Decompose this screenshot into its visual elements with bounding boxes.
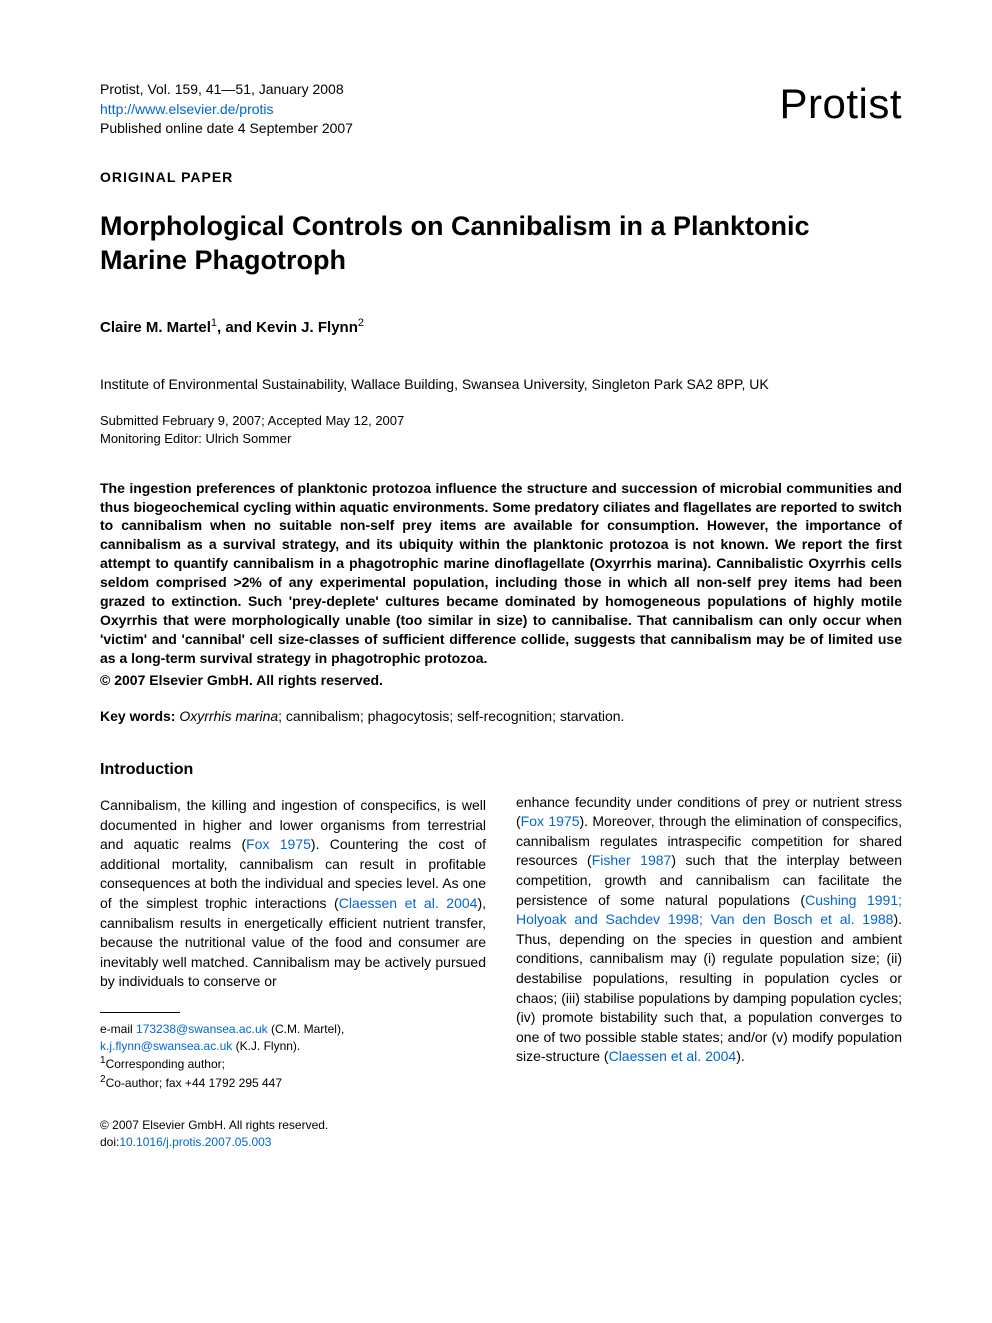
keywords: Key words: Oxyrrhis marina; cannibalism;… <box>100 708 902 724</box>
paper-title: Morphological Controls on Cannibalism in… <box>100 210 902 278</box>
footnote-rule <box>100 1012 180 1013</box>
bottom-meta: © 2007 Elsevier GmbH. All rights reserve… <box>100 1117 486 1151</box>
column-right: enhance fecundity under conditions of pr… <box>516 759 902 1151</box>
footnote-email-2: k.j.flynn@swansea.ac.uk (K.J. Flynn). <box>100 1038 486 1055</box>
doi-link[interactable]: 10.1016/j.protis.2007.05.003 <box>119 1135 271 1149</box>
header: Protist, Vol. 159, 41—51, January 2008 h… <box>100 80 902 139</box>
column-left: Introduction Cannibalism, the killing an… <box>100 759 486 1151</box>
monitoring-editor: Monitoring Editor: Ulrich Sommer <box>100 430 902 448</box>
published-date: Published online date 4 September 2007 <box>100 119 353 139</box>
author-1: Claire M. Martel <box>100 319 211 336</box>
ref-link[interactable]: Fox 1975 <box>246 836 311 852</box>
footnotes: e-mail 173238@swansea.ac.uk (C.M. Martel… <box>100 1021 486 1092</box>
email-link[interactable]: k.j.flynn@swansea.ac.uk <box>100 1039 232 1053</box>
paper-type: ORIGINAL PAPER <box>100 169 902 185</box>
abstract-copyright: © 2007 Elsevier GmbH. All rights reserve… <box>100 672 902 688</box>
journal-ref: Protist, Vol. 159, 41—51, January 2008 <box>100 80 353 100</box>
intro-para-left: Cannibalism, the killing and ingestion o… <box>100 796 486 992</box>
ref-link[interactable]: Fox 1975 <box>521 813 580 829</box>
journal-logo: Protist <box>779 80 902 128</box>
journal-url[interactable]: http://www.elsevier.de/protis <box>100 100 353 120</box>
intro-para-right: enhance fecundity under conditions of pr… <box>516 793 902 1067</box>
footnote-1: 1Corresponding author; <box>100 1054 486 1073</box>
footnote-email: e-mail 173238@swansea.ac.uk (C.M. Martel… <box>100 1021 486 1038</box>
author-2-sup: 2 <box>358 317 364 329</box>
authors: Claire M. Martel1, and Kevin J. Flynn2 <box>100 317 902 336</box>
submission-dates: Submitted February 9, 2007; Accepted May… <box>100 412 902 448</box>
ref-link[interactable]: Claessen et al. 2004 <box>609 1048 737 1064</box>
footnote-2: 2Co-author; fax +44 1792 295 447 <box>100 1073 486 1092</box>
body-columns: Introduction Cannibalism, the killing an… <box>100 759 902 1151</box>
ref-link[interactable]: Claessen et al. 2004 <box>339 895 478 911</box>
affiliation: Institute of Environmental Sustainabilit… <box>100 376 902 392</box>
keywords-label: Key words: <box>100 708 179 724</box>
bottom-copyright: © 2007 Elsevier GmbH. All rights reserve… <box>100 1117 486 1134</box>
author-2: Kevin J. Flynn <box>256 319 358 336</box>
email-link[interactable]: 173238@swansea.ac.uk <box>136 1022 268 1036</box>
journal-meta: Protist, Vol. 159, 41—51, January 2008 h… <box>100 80 353 139</box>
abstract: The ingestion preferences of planktonic … <box>100 479 902 668</box>
intro-heading: Introduction <box>100 759 486 781</box>
doi: doi:10.1016/j.protis.2007.05.003 <box>100 1134 486 1151</box>
author-sep: , and <box>217 319 256 336</box>
ref-link[interactable]: Fisher 1987 <box>592 852 672 868</box>
keywords-values: Oxyrrhis marina; cannibalism; phagocytos… <box>179 708 624 724</box>
submitted-accepted: Submitted February 9, 2007; Accepted May… <box>100 412 902 430</box>
